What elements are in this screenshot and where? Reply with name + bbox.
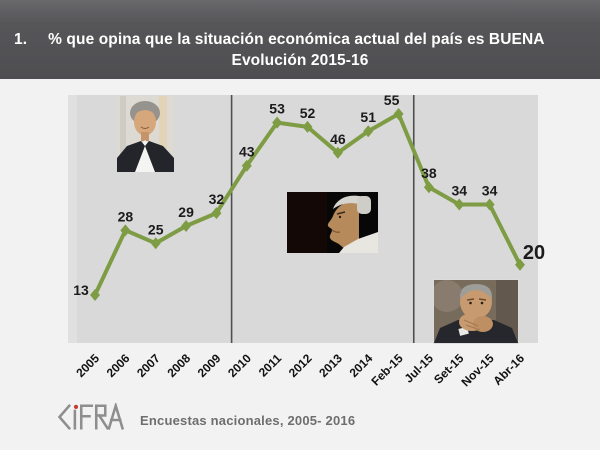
value-label-2007: 25 xyxy=(148,221,164,237)
data-point-2007 xyxy=(150,237,161,250)
portrait-photo-icon xyxy=(434,280,518,343)
data-point-Nov-15 xyxy=(484,198,495,211)
value-label-2005: 13 xyxy=(73,282,89,298)
data-point-2013 xyxy=(332,146,343,159)
portrait-photo-icon xyxy=(117,96,174,172)
data-point-2011 xyxy=(272,116,283,129)
president-photo-term3 xyxy=(433,279,519,344)
value-label-2013: 46 xyxy=(330,131,346,147)
cifra-logo-icon xyxy=(58,403,124,431)
x-axis-label-2006: 2006 xyxy=(104,351,133,380)
x-axis-label-Feb-15: Feb-15 xyxy=(368,351,405,388)
president-photo-term2 xyxy=(287,192,378,253)
value-label-2010: 43 xyxy=(239,144,255,160)
x-axis-label-2010: 2010 xyxy=(225,351,254,380)
value-label-Set-15: 34 xyxy=(452,183,468,199)
x-axis-label-2011: 2011 xyxy=(256,351,285,380)
data-point-2008 xyxy=(181,220,192,233)
title-row: 1. % que opina que la situación económic… xyxy=(14,31,590,49)
president-photo-term1 xyxy=(117,96,174,172)
page-title: % que opina que la situación económica a… xyxy=(48,31,545,48)
data-point-Jul-15 xyxy=(423,181,434,194)
page-subtitle: Evolución 2015-16 xyxy=(231,52,369,69)
data-point-2005 xyxy=(90,288,100,301)
source-note: Encuestas nacionales, 2005- 2016 xyxy=(140,413,356,428)
data-point-2012 xyxy=(302,120,313,133)
value-label-Jul-15: 38 xyxy=(421,165,437,181)
cifra-logo xyxy=(58,403,124,431)
value-label-2011: 53 xyxy=(269,101,285,117)
data-point-2014 xyxy=(363,125,374,138)
data-point-Set-15 xyxy=(454,198,465,211)
x-axis-label-2013: 2013 xyxy=(316,351,345,380)
title-banner: 1. % que opina que la situación económic… xyxy=(0,0,600,79)
x-axis-label-Jul-15: Jul-15 xyxy=(402,351,437,386)
x-axis-label-Nov-15: Nov-15 xyxy=(459,351,497,389)
title-number: 1. xyxy=(14,31,28,48)
x-axis-label-Abr-16: Abr-16 xyxy=(490,351,527,388)
value-label-Abr-16: 20 xyxy=(523,242,545,264)
value-label-2012: 52 xyxy=(300,105,316,121)
x-axis-label-2007: 2007 xyxy=(134,351,163,380)
data-point-2006 xyxy=(120,224,131,237)
x-axis-label-2005: 2005 xyxy=(73,351,102,380)
x-axis-label-2009: 2009 xyxy=(195,351,224,380)
portrait-photo-icon xyxy=(287,192,378,253)
value-label-2006: 28 xyxy=(118,208,134,224)
data-point-Abr-16 xyxy=(515,258,525,271)
data-point-2009 xyxy=(211,207,222,220)
data-point-Feb-15 xyxy=(393,107,404,120)
value-label-2014: 51 xyxy=(360,109,376,125)
value-label-2008: 29 xyxy=(178,204,194,220)
value-label-2009: 32 xyxy=(209,191,225,207)
x-axis-label-2012: 2012 xyxy=(286,351,315,380)
x-axis-label-2008: 2008 xyxy=(164,351,193,380)
data-point-2010 xyxy=(241,159,252,172)
value-label-Nov-15: 34 xyxy=(482,183,498,199)
value-label-Feb-15: 55 xyxy=(384,92,400,108)
plot-area-edge xyxy=(68,95,77,343)
